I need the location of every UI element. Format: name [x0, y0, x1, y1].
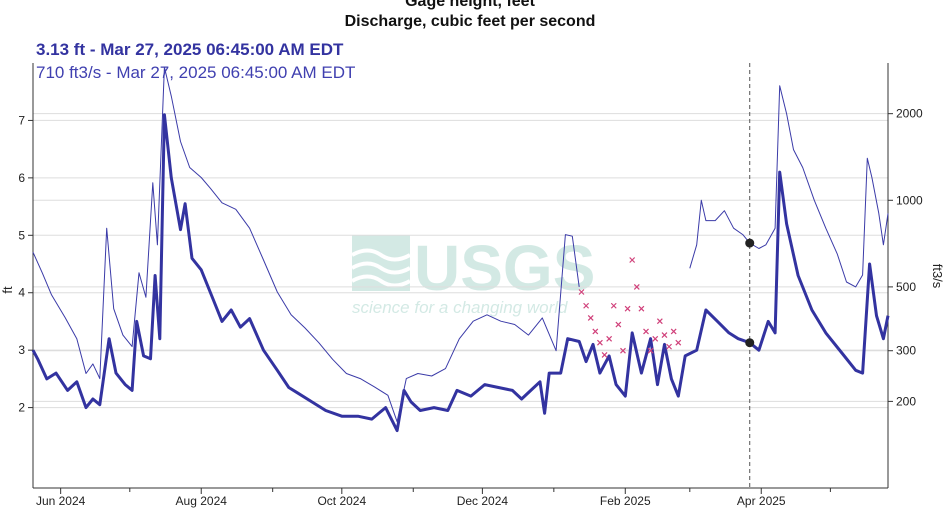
left-tick-label: 4 — [18, 286, 25, 300]
right-axis-title: ft3/s — [930, 264, 943, 289]
estimated-discharge-point — [620, 347, 626, 354]
estimated-discharge-point — [578, 289, 585, 295]
estimated-discharge-point — [633, 283, 640, 290]
estimated-discharge-point — [643, 328, 649, 335]
x-tick-label: Apr 2025 — [737, 494, 786, 508]
hover-point-gage — [745, 338, 755, 348]
grid-lines — [33, 113, 888, 409]
right-tick-label: 1000 — [896, 193, 923, 207]
estimated-discharge-point — [656, 318, 663, 325]
axes: 2 3 4 5 6 7 200 300 500 1000 2000 Jun 2024 Aug 2024 O… — [18, 63, 923, 508]
x-tick-label: Oct 2024 — [317, 494, 366, 508]
hover-point-discharge — [745, 238, 755, 248]
estimated-discharge-point — [629, 257, 636, 263]
left-tick-label: 5 — [18, 228, 25, 242]
hover-readout-gage: 3.13 ft - Mar 27, 2025 06:45:00 AM EDT — [36, 40, 344, 59]
x-tick-label: Jun 2024 — [36, 494, 86, 508]
estimated-discharge-point — [652, 335, 659, 342]
cursor-layer — [745, 63, 755, 488]
estimated-discharge-point — [597, 339, 603, 346]
chart-title-discharge: Discharge, cubic feet per second — [345, 13, 596, 30]
left-tick-label: 6 — [18, 171, 25, 185]
x-tick-label: Aug 2024 — [176, 494, 228, 508]
estimated-discharge-point — [675, 339, 682, 346]
left-axis-title: ft — [0, 286, 15, 294]
estimated-discharge-point — [592, 328, 599, 335]
estimated-discharge-point — [670, 328, 677, 335]
estimated-discharge-point — [583, 302, 590, 309]
estimated-discharge-point — [606, 335, 613, 342]
estimated-discharge-point — [638, 305, 645, 312]
x-tick-label: Dec 2024 — [457, 494, 509, 508]
usgs-logo-waves — [352, 235, 410, 291]
estimated-discharge-point — [601, 352, 608, 358]
chart-title-gage: Gage height, feet — [405, 0, 535, 10]
estimated-discharge-point — [615, 321, 622, 328]
right-tick-label: 300 — [896, 344, 916, 358]
estimated-discharge-point — [661, 332, 668, 339]
left-tick-label: 2 — [18, 401, 25, 415]
hover-readout-discharge: 710 ft3/s - Mar 27, 2025 06:45:00 AM EDT — [36, 63, 355, 82]
estimated-discharge-point — [624, 305, 631, 312]
x-tick-label: Feb 2025 — [600, 494, 651, 508]
estimated-discharge-point — [647, 347, 654, 354]
estimated-discharge-point — [610, 302, 617, 309]
estimated-discharge-point — [666, 343, 672, 350]
right-tick-label: 2000 — [896, 107, 923, 121]
estimated-discharge-point — [587, 315, 594, 321]
discharge-line — [32, 66, 580, 423]
usgs-watermark: USGS science for a changing world — [351, 232, 595, 317]
right-tick-label: 200 — [896, 394, 916, 408]
discharge-line — [689, 85, 889, 288]
left-tick-label: 7 — [18, 113, 25, 127]
right-tick-label: 500 — [896, 280, 916, 294]
left-tick-label: 3 — [18, 343, 25, 357]
usgs-tagline: science for a changing world — [352, 298, 568, 317]
